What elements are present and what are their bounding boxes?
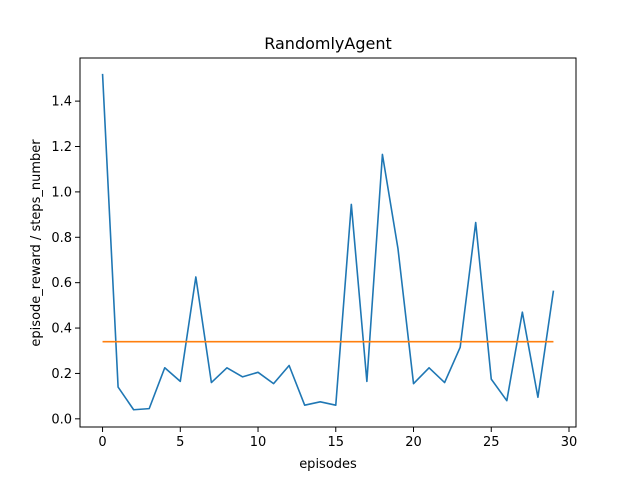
y-tick-label: 0.0 (51, 412, 72, 427)
x-tick-label: 10 (250, 435, 267, 450)
y-tick-label: 0.8 (51, 231, 72, 246)
x-tick-label: 15 (328, 435, 345, 450)
chart-title: RandomlyAgent (264, 34, 392, 53)
y-tick-label: 1.4 (51, 95, 72, 110)
y-tick-label: 1.2 (51, 140, 72, 155)
x-tick-label: 20 (405, 435, 422, 450)
y-axis-ticks: 0.0 0.2 0.4 0.6 0.8 1.0 1.2 1.4 (51, 95, 80, 427)
y-tick-label: 0.4 (51, 322, 72, 337)
x-axis-label: episodes (299, 457, 357, 472)
x-tick-label: 5 (176, 435, 184, 450)
x-tick-label: 25 (483, 435, 500, 450)
y-tick-label: 1.0 (51, 185, 72, 200)
y-tick-label: 0.2 (51, 367, 72, 382)
plot-lines (101, 73, 555, 411)
x-axis-ticks: 0 5 10 15 20 25 30 (98, 427, 577, 450)
y-tick-label: 0.6 (51, 276, 72, 291)
plot-frame (79, 57, 577, 428)
x-tick-label: 30 (561, 435, 578, 450)
x-tick-label: 0 (98, 435, 106, 450)
series-line-1 (101, 73, 555, 411)
y-axis-label: episode_reward / steps_number (29, 139, 44, 347)
